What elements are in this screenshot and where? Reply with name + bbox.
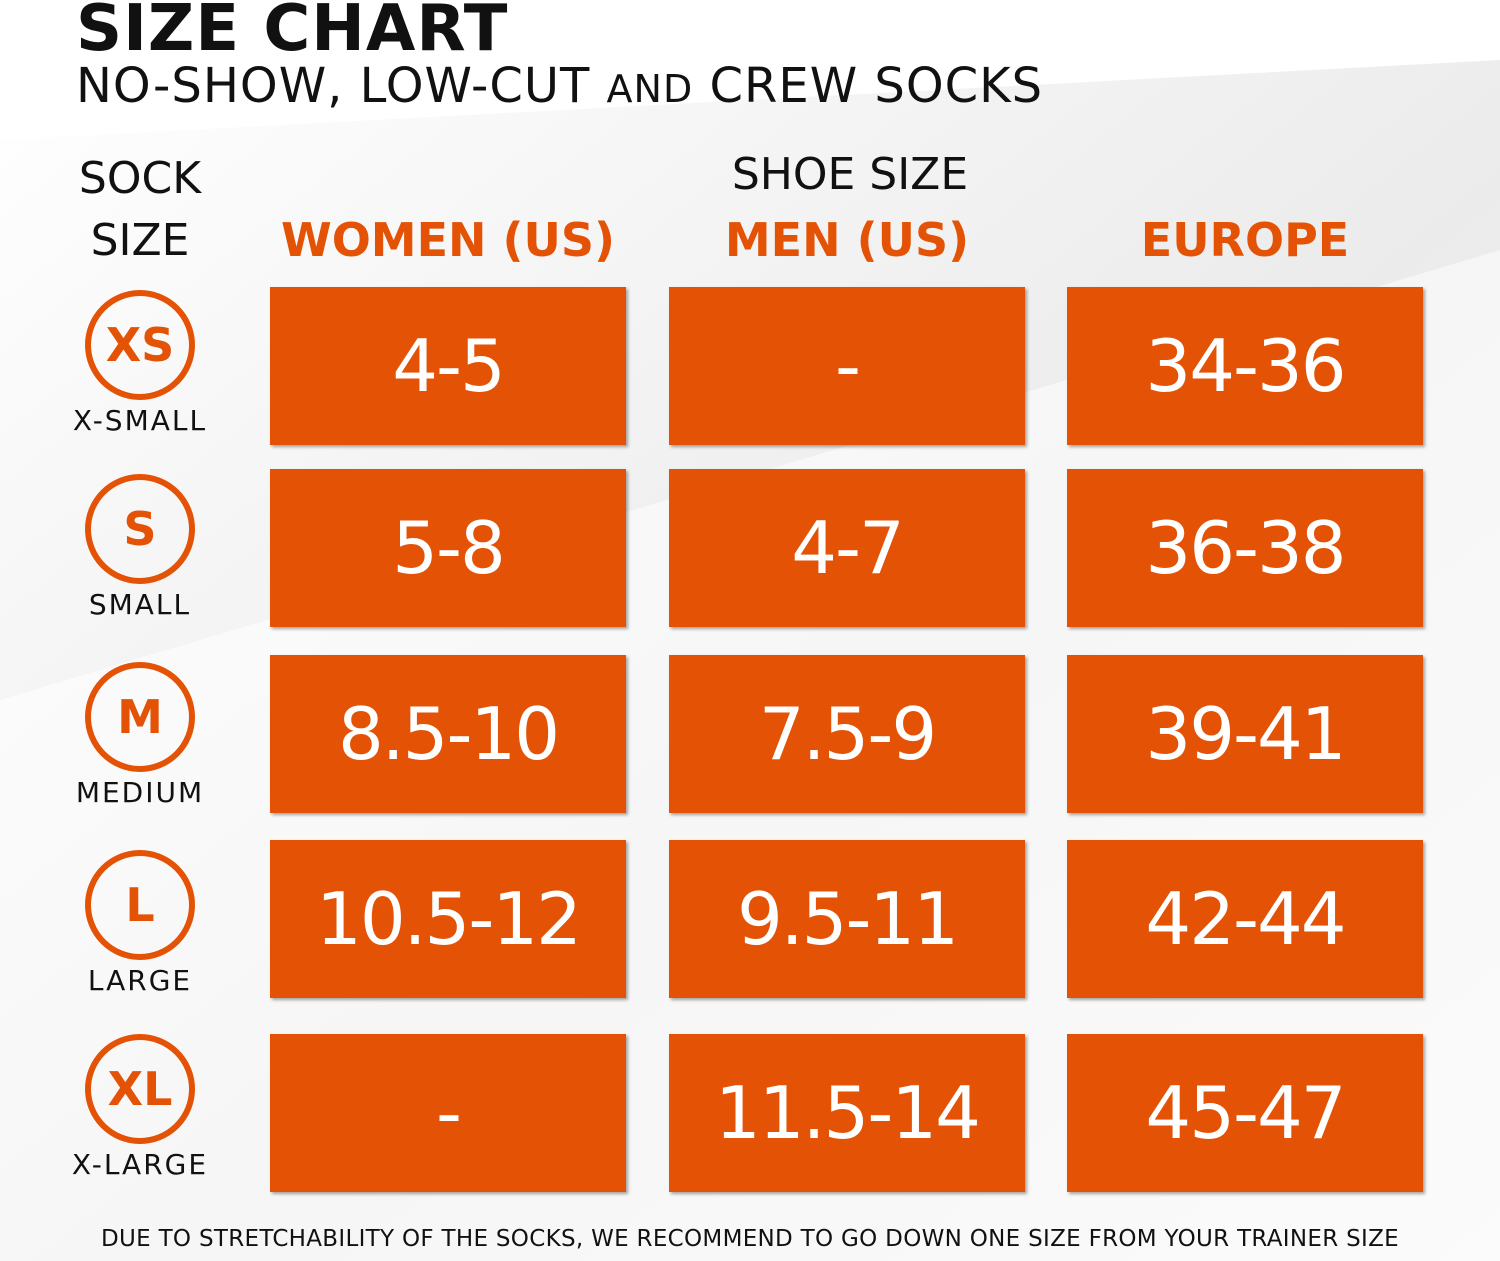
footer-note: DUE TO STRETCHABILITY OF THE SOCKS, WE R… bbox=[101, 1226, 1399, 1252]
size-badge-s: S SMALL bbox=[58, 474, 222, 621]
cell-women-xl: - bbox=[270, 1034, 626, 1192]
cell-women-s: 5-8 bbox=[270, 469, 626, 627]
size-badge-xs: XS X-SMALL bbox=[58, 290, 222, 437]
size-circle: XS bbox=[85, 290, 195, 400]
cell-women-xs: 4-5 bbox=[270, 287, 626, 445]
cell-europe-xs: 34-36 bbox=[1067, 287, 1423, 445]
cell-europe-s: 36-38 bbox=[1067, 469, 1423, 627]
size-name: X-LARGE bbox=[71, 1148, 209, 1181]
page-title: SIZE CHART bbox=[76, 0, 509, 66]
subtitle-part-3: CREW SOCKS bbox=[693, 58, 1044, 114]
size-badge-xl: XL X-LARGE bbox=[58, 1034, 222, 1181]
cell-men-l: 9.5-11 bbox=[669, 840, 1025, 998]
cell-men-xl: 11.5-14 bbox=[669, 1034, 1025, 1192]
column-header-men: MEN (US) bbox=[724, 213, 970, 267]
size-circle: XL bbox=[85, 1034, 195, 1144]
cell-europe-xl: 45-47 bbox=[1067, 1034, 1423, 1192]
cell-men-m: 7.5-9 bbox=[669, 655, 1025, 813]
cell-europe-m: 39-41 bbox=[1067, 655, 1423, 813]
shoe-size-label: SHOE SIZE bbox=[731, 149, 969, 200]
size-badge-m: M MEDIUM bbox=[58, 662, 222, 809]
page-subtitle: NO-SHOW, LOW-CUT AND CREW SOCKS bbox=[76, 58, 1043, 114]
size-badge-l: L LARGE bbox=[58, 850, 222, 997]
size-circle: L bbox=[85, 850, 195, 960]
cell-women-m: 8.5-10 bbox=[270, 655, 626, 813]
cell-women-l: 10.5-12 bbox=[270, 840, 626, 998]
subtitle-part-1: NO-SHOW, LOW-CUT bbox=[76, 58, 607, 114]
size-name: MEDIUM bbox=[75, 776, 205, 809]
sock-size-label: SOCK SIZE bbox=[78, 153, 202, 266]
column-header-women: WOMEN (US) bbox=[280, 213, 616, 267]
cell-men-s: 4-7 bbox=[669, 469, 1025, 627]
size-circle: M bbox=[85, 662, 195, 772]
size-name: X-SMALL bbox=[72, 404, 208, 437]
cell-europe-l: 42-44 bbox=[1067, 840, 1423, 998]
subtitle-part-2: AND bbox=[606, 67, 694, 111]
cell-men-xs: - bbox=[669, 287, 1025, 445]
size-circle: S bbox=[85, 474, 195, 584]
column-header-europe: EUROPE bbox=[1140, 213, 1350, 267]
size-name: LARGE bbox=[87, 964, 193, 997]
size-name: SMALL bbox=[88, 588, 192, 621]
